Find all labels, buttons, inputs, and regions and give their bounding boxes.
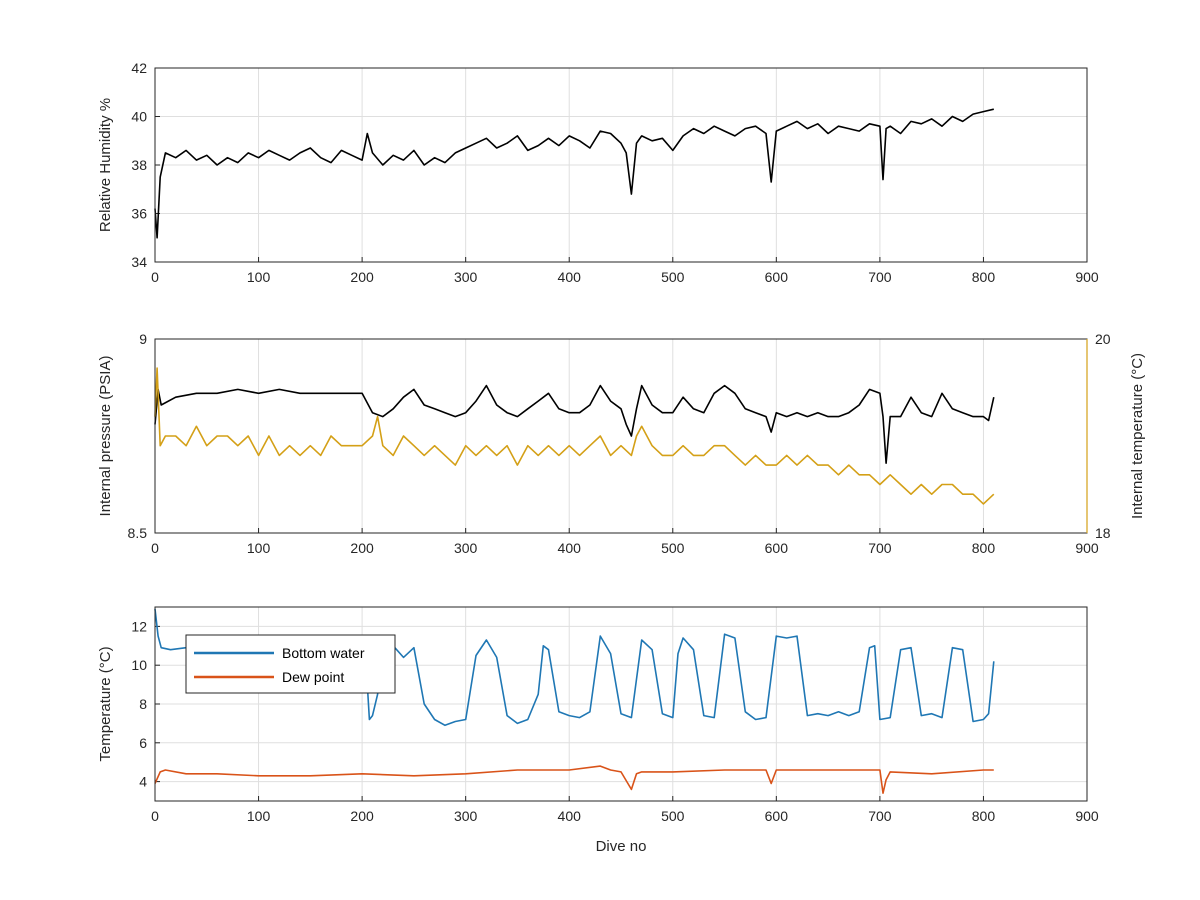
bottom-water-line [154, 608, 995, 727]
y-tick-label: 10 [131, 657, 147, 673]
x-tick-label: 200 [350, 540, 374, 556]
y-tick-label: 4 [139, 774, 147, 790]
right-y-tick-label: 18 [1095, 525, 1111, 541]
legend-box [185, 634, 396, 694]
y-tick-label: 9 [139, 331, 147, 347]
humidity-line [154, 108, 994, 239]
legend-label-dew-point: Dew point [282, 669, 344, 685]
y-tick-label: 12 [131, 618, 147, 634]
y-tick-label: 8 [139, 696, 147, 712]
x-tick-label: 700 [868, 808, 892, 824]
y-axis-label: Relative Humidity % [97, 98, 114, 232]
right-y-tick-label: 20 [1095, 331, 1111, 347]
legend: Bottom water Dew point [185, 634, 396, 694]
x-tick-label: 600 [765, 540, 789, 556]
x-tick-label: 600 [765, 269, 789, 285]
y-axis-label: Internal pressure (PSIA) [97, 356, 114, 517]
x-tick-label: 100 [247, 269, 271, 285]
y-tick-label: 40 [131, 109, 147, 125]
x-tick-label: 600 [765, 808, 789, 824]
y-tick-label: 8.5 [128, 525, 148, 541]
y-axis-label: Temperature (°C) [97, 646, 114, 761]
x-tick-label: 100 [247, 540, 271, 556]
x-tick-label: 0 [151, 540, 159, 556]
pressure-temperature-panel: 0 100 200 300 400 500 600 700 800 900 8.5 9 18 20 Inte… [97, 331, 1146, 556]
x-tick-label: 900 [1075, 540, 1099, 556]
x-tick-label: 800 [972, 540, 996, 556]
plot-frame [154, 67, 1088, 263]
y-tick-label: 38 [131, 157, 147, 173]
x-tick-label: 400 [558, 540, 582, 556]
plot-frame [154, 606, 1088, 802]
dew-point-line [154, 765, 994, 795]
x-tick-label: 200 [350, 808, 374, 824]
x-tick-label: 800 [972, 808, 996, 824]
x-tick-label: 900 [1075, 269, 1099, 285]
x-tick-label: 500 [661, 808, 685, 824]
x-tick-label: 900 [1075, 808, 1099, 824]
x-tick-label: 200 [350, 269, 374, 285]
x-tick-label: 0 [151, 808, 159, 824]
legend-label-bottom-water: Bottom water [282, 645, 365, 661]
x-tick-label: 400 [558, 808, 582, 824]
y-tick-label: 34 [131, 254, 147, 270]
x-tick-label: 800 [972, 269, 996, 285]
pressure-line [154, 384, 995, 465]
water-temperature-panel: 0 100 200 300 400 500 600 700 800 900 4 6 8 10 12 Tempe… [97, 606, 1099, 855]
x-tick-label: 300 [454, 808, 478, 824]
humidity-panel: 0 100 200 300 400 500 600 700 800 900 34 36 38 40 42 Re… [97, 60, 1099, 285]
y-tick-label: 6 [139, 735, 147, 751]
internal-temperature-line [154, 367, 995, 505]
x-tick-label: 300 [454, 540, 478, 556]
right-y-axis-label: Internal temperature (°C) [1129, 353, 1146, 519]
x-tick-label: 300 [454, 269, 478, 285]
x-tick-label: 400 [558, 269, 582, 285]
x-tick-label: 100 [247, 808, 271, 824]
x-axis-label: Dive no [596, 838, 647, 855]
x-tick-label: 700 [868, 540, 892, 556]
x-tick-label: 700 [868, 269, 892, 285]
x-tick-label: 500 [661, 269, 685, 285]
x-tick-label: 500 [661, 540, 685, 556]
y-tick-label: 42 [131, 60, 147, 76]
y-tick-label: 36 [131, 206, 147, 222]
x-tick-label: 0 [151, 269, 159, 285]
